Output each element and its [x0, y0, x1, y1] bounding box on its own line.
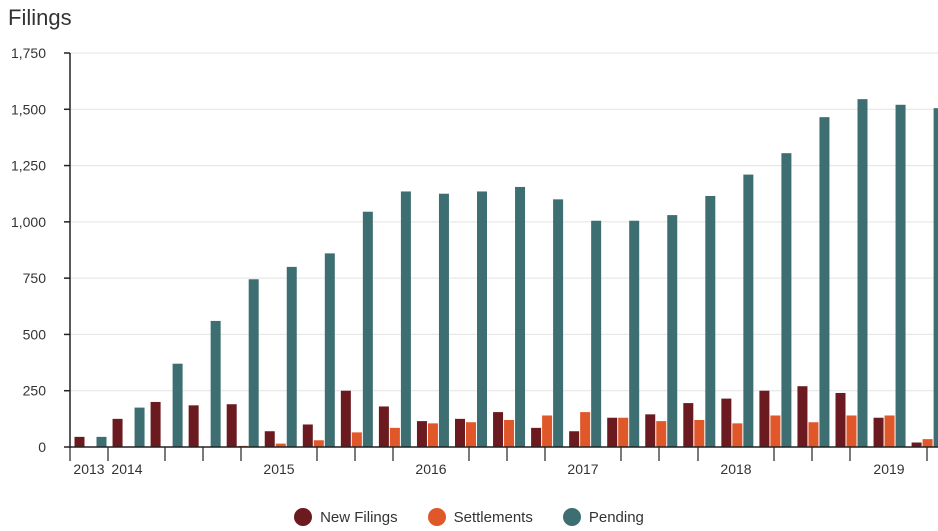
y-tick-label: 0	[38, 439, 46, 455]
bar-settlements[interactable]	[618, 417, 629, 447]
bar-settlements[interactable]	[846, 415, 857, 447]
y-tick-label: 250	[23, 383, 47, 399]
legend-label-new-filings: New Filings	[320, 508, 398, 526]
legend-swatch-new-filings	[294, 508, 313, 526]
bar-new-filings[interactable]	[531, 427, 542, 447]
bar-settlements[interactable]	[770, 415, 781, 447]
x-axis-ticks: 2013 2014 2015 2016 2017 2018 2019	[69, 447, 928, 477]
bar-pending[interactable]	[667, 215, 678, 447]
legend-item-settlements[interactable]: Settlements	[427, 508, 533, 526]
y-tick-label: 1,250	[11, 158, 46, 174]
bar-settlements[interactable]	[732, 423, 743, 447]
bar-pending[interactable]	[324, 253, 335, 447]
bars	[74, 99, 938, 447]
legend-swatch-settlements	[427, 508, 446, 526]
bar-new-filings[interactable]	[74, 436, 85, 447]
bar-pending[interactable]	[286, 266, 297, 447]
bar-settlements[interactable]	[275, 443, 286, 447]
bar-pending[interactable]	[629, 220, 640, 447]
bar-new-filings[interactable]	[455, 418, 465, 447]
bar-new-filings[interactable]	[493, 412, 504, 447]
bar-pending[interactable]	[477, 191, 487, 447]
bar-pending[interactable]	[96, 436, 107, 447]
bar-pending[interactable]	[438, 193, 449, 447]
bar-settlements[interactable]	[427, 423, 438, 447]
y-tick-label: 1,750	[11, 45, 46, 61]
x-tick-label: 2015	[263, 461, 294, 477]
bar-new-filings[interactable]	[721, 398, 732, 447]
bar-pending[interactable]	[781, 153, 792, 447]
x-tick-label: 2016	[415, 461, 446, 477]
bar-pending[interactable]	[591, 220, 602, 447]
bar-settlements[interactable]	[884, 415, 895, 447]
x-tick-label: 2013	[73, 461, 104, 477]
bar-new-filings[interactable]	[607, 417, 618, 447]
bar-new-filings[interactable]	[302, 424, 313, 447]
legend: New Filings Settlements Pending	[0, 508, 938, 526]
bar-settlements[interactable]	[466, 422, 476, 447]
x-tick-label: 2017	[567, 461, 598, 477]
bar-settlements[interactable]	[694, 419, 705, 447]
bar-new-filings[interactable]	[759, 390, 770, 447]
y-tick-label: 750	[23, 270, 47, 286]
bar-pending[interactable]	[895, 104, 906, 447]
bar-settlements[interactable]	[922, 439, 933, 447]
y-tick-label: 500	[23, 326, 47, 342]
bar-new-filings[interactable]	[645, 414, 656, 447]
legend-label-settlements: Settlements	[453, 508, 533, 526]
y-axis-ticks: 0 250 500 750 1,000 1,250 1,500 1,750	[11, 45, 70, 455]
bar-pending[interactable]	[819, 117, 830, 447]
bar-new-filings[interactable]	[264, 431, 275, 447]
bar-pending[interactable]	[210, 320, 221, 447]
bar-pending[interactable]	[743, 174, 754, 447]
bar-settlements[interactable]	[504, 419, 515, 447]
legend-item-new-filings[interactable]: New Filings	[294, 508, 398, 526]
bar-pending[interactable]	[172, 363, 183, 447]
bar-settlements[interactable]	[389, 427, 400, 447]
bar-new-filings[interactable]	[569, 431, 580, 447]
bar-new-filings[interactable]	[416, 421, 427, 447]
bar-pending[interactable]	[248, 279, 259, 447]
bar-pending[interactable]	[400, 191, 411, 447]
bar-settlements[interactable]	[656, 421, 667, 447]
legend-label-pending: Pending	[588, 508, 644, 526]
chart-title: Filings	[8, 5, 72, 30]
legend-item-pending[interactable]: Pending	[562, 508, 644, 526]
bar-pending[interactable]	[553, 199, 564, 447]
bar-new-filings[interactable]	[112, 418, 123, 447]
bar-new-filings[interactable]	[150, 401, 161, 447]
bar-new-filings[interactable]	[911, 442, 922, 447]
bar-new-filings[interactable]	[340, 390, 351, 447]
bar-settlements[interactable]	[580, 412, 591, 447]
legend-swatch-pending	[562, 508, 581, 526]
x-tick-label: 2014	[111, 461, 142, 477]
bar-pending[interactable]	[705, 195, 716, 447]
bar-pending[interactable]	[362, 211, 373, 447]
bar-new-filings[interactable]	[835, 392, 846, 447]
x-tick-label: 2019	[873, 461, 904, 477]
bar-pending[interactable]	[933, 108, 938, 447]
y-tick-label: 1,000	[11, 214, 46, 230]
y-tick-label: 1,500	[11, 101, 46, 117]
bar-settlements[interactable]	[313, 440, 324, 447]
bar-new-filings[interactable]	[797, 386, 808, 447]
bar-settlements[interactable]	[351, 432, 362, 447]
bar-pending[interactable]	[515, 186, 526, 447]
axes	[69, 53, 938, 448]
gridlines	[70, 52, 938, 392]
x-tick-label: 2018	[720, 461, 751, 477]
bar-settlements[interactable]	[808, 422, 819, 447]
bar-new-filings[interactable]	[188, 405, 199, 447]
bar-new-filings[interactable]	[226, 404, 237, 447]
bar-new-filings[interactable]	[378, 406, 389, 447]
bar-pending[interactable]	[134, 407, 145, 447]
bar-settlements[interactable]	[542, 415, 553, 447]
bar-new-filings[interactable]	[873, 417, 884, 447]
bar-pending[interactable]	[857, 99, 868, 447]
bar-new-filings[interactable]	[683, 403, 694, 447]
